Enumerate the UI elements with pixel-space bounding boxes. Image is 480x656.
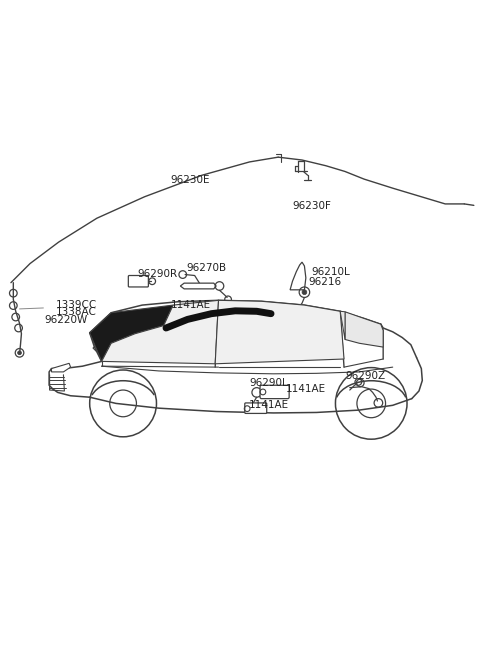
Polygon shape	[345, 312, 383, 347]
Circle shape	[18, 351, 22, 355]
Polygon shape	[215, 300, 344, 364]
Polygon shape	[290, 262, 306, 290]
Text: 96290L: 96290L	[250, 378, 288, 388]
Polygon shape	[180, 283, 216, 289]
FancyBboxPatch shape	[245, 403, 267, 413]
Text: 1339CC: 1339CC	[56, 300, 97, 310]
Text: 1141AE: 1141AE	[249, 400, 288, 410]
Text: 96230F: 96230F	[292, 201, 331, 211]
Circle shape	[302, 290, 307, 295]
Text: 1338AC: 1338AC	[56, 307, 97, 318]
FancyBboxPatch shape	[260, 385, 289, 399]
Text: 96290Z: 96290Z	[345, 371, 385, 380]
Polygon shape	[102, 300, 218, 364]
Text: 96230E: 96230E	[171, 175, 210, 185]
Text: 96290R: 96290R	[137, 269, 178, 279]
Polygon shape	[51, 363, 71, 372]
Text: 96270B: 96270B	[187, 263, 227, 274]
Polygon shape	[340, 312, 345, 339]
Text: 96210L: 96210L	[312, 267, 350, 277]
Text: 1141AE: 1141AE	[286, 384, 326, 394]
Text: 96216: 96216	[309, 277, 342, 287]
Polygon shape	[90, 305, 173, 361]
Text: 1141AE: 1141AE	[171, 300, 211, 310]
Text: 96220W: 96220W	[44, 315, 87, 325]
FancyBboxPatch shape	[128, 276, 148, 287]
